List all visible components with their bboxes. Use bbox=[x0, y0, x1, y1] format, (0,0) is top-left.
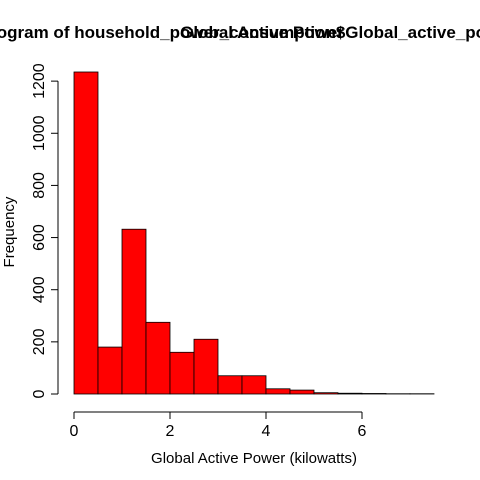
y-axis-label: Frequency bbox=[1, 196, 18, 267]
histogram-bar bbox=[145, 321, 171, 395]
histogram-bar bbox=[97, 346, 123, 395]
histogram-bar bbox=[121, 228, 147, 395]
y-tick-label: 400 bbox=[31, 276, 48, 303]
histogram-bar bbox=[289, 389, 315, 395]
y-tick-label: 1000 bbox=[31, 115, 48, 151]
histogram-bars bbox=[73, 71, 435, 395]
x-tick-label: 4 bbox=[262, 423, 271, 440]
histogram-bar bbox=[193, 338, 219, 395]
histogram-bar bbox=[169, 351, 195, 395]
histogram-bar bbox=[217, 375, 243, 395]
histogram-bar bbox=[361, 393, 387, 395]
histogram-bar bbox=[73, 71, 99, 395]
x-tick-label: 2 bbox=[166, 423, 175, 440]
histogram-bar bbox=[241, 375, 267, 395]
y-tick-label: 200 bbox=[31, 328, 48, 355]
histogram-bar bbox=[337, 392, 363, 395]
chart-title: Histogram of household_power_consumption… bbox=[0, 23, 480, 42]
y-tick-label: 1200 bbox=[31, 63, 48, 99]
y-tick-label: 800 bbox=[31, 172, 48, 199]
axes: 0 2 4 6 0 200 400 600 800 1000 1200 bbox=[31, 63, 367, 440]
x-tick-label: 0 bbox=[70, 423, 79, 440]
y-tick-label: 600 bbox=[31, 224, 48, 251]
histogram-bar bbox=[265, 388, 291, 395]
x-tick-label: 6 bbox=[358, 423, 367, 440]
histogram-bar bbox=[313, 392, 339, 395]
y-tick-label: 0 bbox=[31, 389, 48, 398]
chart-title-overlay: Global Active Power bbox=[180, 23, 344, 42]
x-axis-label: Global Active Power (kilowatts) bbox=[151, 450, 357, 467]
